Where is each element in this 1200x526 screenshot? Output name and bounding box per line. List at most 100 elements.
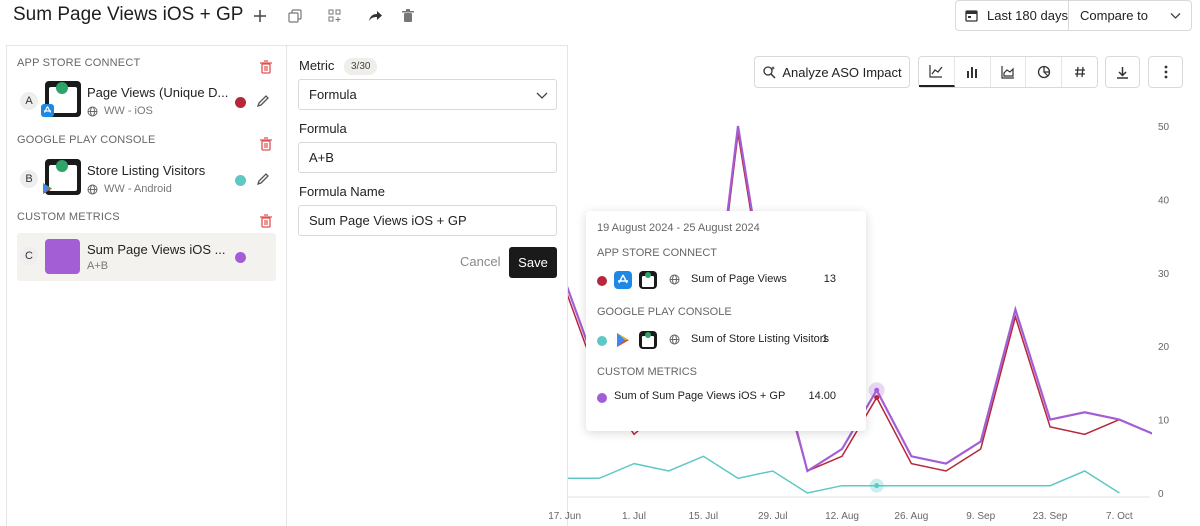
metric-letter: B (20, 170, 38, 188)
check-icon (56, 82, 68, 94)
metric-row-a[interactable]: A Page Views (Unique D... WW - iOS (17, 78, 276, 126)
analyze-aso-label: Analyze ASO Impact (782, 64, 902, 80)
hover-point-2 (874, 387, 880, 393)
x-tick-label: 26. Aug (894, 511, 928, 522)
trash-icon[interactable] (259, 214, 273, 228)
globe-icon (669, 274, 680, 285)
metric-label: Metric (299, 58, 335, 73)
chart-type-toggle (918, 56, 1098, 88)
analyze-icon (763, 66, 776, 79)
series-color-dot (235, 252, 246, 263)
share-icon[interactable] (365, 6, 385, 26)
tooltip-section-title: GOOGLE PLAY CONSOLE (597, 306, 732, 318)
formula-name-value: Sum Page Views iOS + GP (309, 213, 467, 228)
metric-type-select[interactable]: Formula (298, 79, 557, 110)
app-icon (639, 271, 657, 289)
metric-type-value: Formula (309, 87, 357, 102)
x-tick-label: 12. Aug (825, 511, 859, 522)
globe-icon (87, 106, 98, 116)
series-color-dot (597, 336, 607, 346)
tooltip-row: Sum of Sum Page Views iOS + GP 14.00 (597, 387, 857, 409)
custom-metric-swatch (45, 239, 80, 274)
tooltip-series-value: 14.00 (808, 390, 836, 402)
trash-icon[interactable] (259, 60, 273, 74)
series-line-1 (568, 455, 1120, 494)
chevron-down-icon (1170, 13, 1181, 19)
metric-row-c[interactable]: C Sum Page Views iOS ... A+B (17, 233, 276, 281)
metrics-panel: APP STORE CONNECT A Page Views (Unique D… (6, 45, 287, 526)
chevron-down-icon (536, 92, 548, 99)
tooltip-date-range: 19 August 2024 - 25 August 2024 (597, 222, 760, 234)
page-title: Sum Page Views iOS + GP (13, 4, 244, 25)
series-color-dot (235, 175, 246, 186)
series-color-dot (597, 276, 607, 286)
cancel-button[interactable]: Cancel (460, 254, 501, 269)
add-widget-icon[interactable] (325, 6, 345, 26)
area-chart-icon (1001, 66, 1014, 79)
more-options-button[interactable] (1148, 56, 1183, 88)
calendar-icon (965, 10, 978, 22)
metric-subtitle: WW - Android (87, 183, 172, 195)
table-number-button[interactable] (1062, 57, 1097, 87)
tooltip-section-title: APP STORE CONNECT (597, 247, 718, 259)
x-tick-label: 7. Oct (1106, 511, 1133, 522)
line-chart-icon (929, 65, 943, 78)
formula-name-label: Formula Name (299, 184, 385, 199)
metric-subtitle: WW - iOS (87, 105, 153, 117)
y-tick-label: 30 (1158, 269, 1170, 280)
metric-name: Sum Page Views iOS ... (87, 242, 226, 257)
duplicate-icon[interactable] (285, 6, 305, 26)
save-button[interactable]: Save (509, 247, 557, 278)
compare-to-dropdown[interactable]: Compare to (1068, 0, 1192, 31)
chart-area: Analyze ASO Impact (568, 45, 1200, 526)
compare-to-label: Compare to (1080, 8, 1148, 23)
y-tick-label: 50 (1158, 122, 1170, 133)
download-button[interactable] (1105, 56, 1140, 88)
metric-sub-label: WW - iOS (104, 105, 153, 117)
section-title-app-store: APP STORE CONNECT (17, 57, 141, 69)
hover-point-1 (874, 483, 880, 489)
more-vertical-icon (1164, 65, 1167, 79)
metric-count-badge: 3/30 (344, 58, 378, 75)
x-tick-label: 23. Sep (1033, 511, 1068, 522)
area-chart-button[interactable] (991, 57, 1027, 87)
formula-input-value: A+B (309, 150, 334, 165)
formula-name-input[interactable]: Sum Page Views iOS + GP (298, 205, 557, 236)
metric-row-b[interactable]: B Store Listing Visitors WW - Android (17, 156, 276, 204)
chart-tooltip: 19 August 2024 - 25 August 2024 APP STOR… (586, 211, 866, 431)
metric-sub-label: WW - Android (104, 183, 172, 195)
tooltip-row: Sum of Store Listing Visitors 1 (597, 330, 857, 352)
series-line-0 (568, 133, 1152, 473)
y-tick-label: 0 (1158, 489, 1164, 500)
header: Sum Page Views iOS + GP Last 180 days Co… (0, 0, 1200, 36)
bar-chart-button[interactable] (955, 57, 991, 87)
tooltip-series-value: 13 (823, 273, 836, 285)
google-play-icon (614, 331, 632, 349)
line-chart-button[interactable] (919, 57, 955, 87)
globe-icon (87, 184, 98, 194)
bar-chart-icon (967, 67, 978, 78)
section-title-google-play: GOOGLE PLAY CONSOLE (17, 134, 156, 146)
app-icon (639, 331, 657, 349)
series-color-dot (597, 393, 607, 403)
tooltip-series-value: 1 (821, 333, 828, 345)
y-tick-label: 10 (1158, 416, 1170, 427)
hover-point-0 (874, 395, 880, 401)
analyze-aso-button[interactable]: Analyze ASO Impact (754, 56, 910, 88)
add-icon[interactable] (250, 6, 270, 26)
tooltip-series-name: Sum of Sum Page Views iOS + GP (614, 390, 786, 402)
metric-letter: C (20, 247, 38, 265)
pie-chart-button[interactable] (1026, 57, 1063, 87)
x-tick-label: 9. Sep (966, 511, 995, 522)
series-color-dot (235, 97, 246, 108)
app-store-icon (41, 104, 54, 117)
formula-form: Metric 3/30 Formula Formula A+B Formula … (287, 45, 568, 526)
edit-icon[interactable] (256, 94, 270, 108)
delete-icon[interactable] (398, 6, 418, 26)
formula-input[interactable]: A+B (298, 142, 557, 173)
edit-icon[interactable] (256, 172, 270, 186)
app-store-icon (614, 271, 632, 289)
download-icon (1117, 66, 1128, 79)
trash-icon[interactable] (259, 137, 273, 151)
date-range-label: Last 180 days (987, 8, 1068, 23)
